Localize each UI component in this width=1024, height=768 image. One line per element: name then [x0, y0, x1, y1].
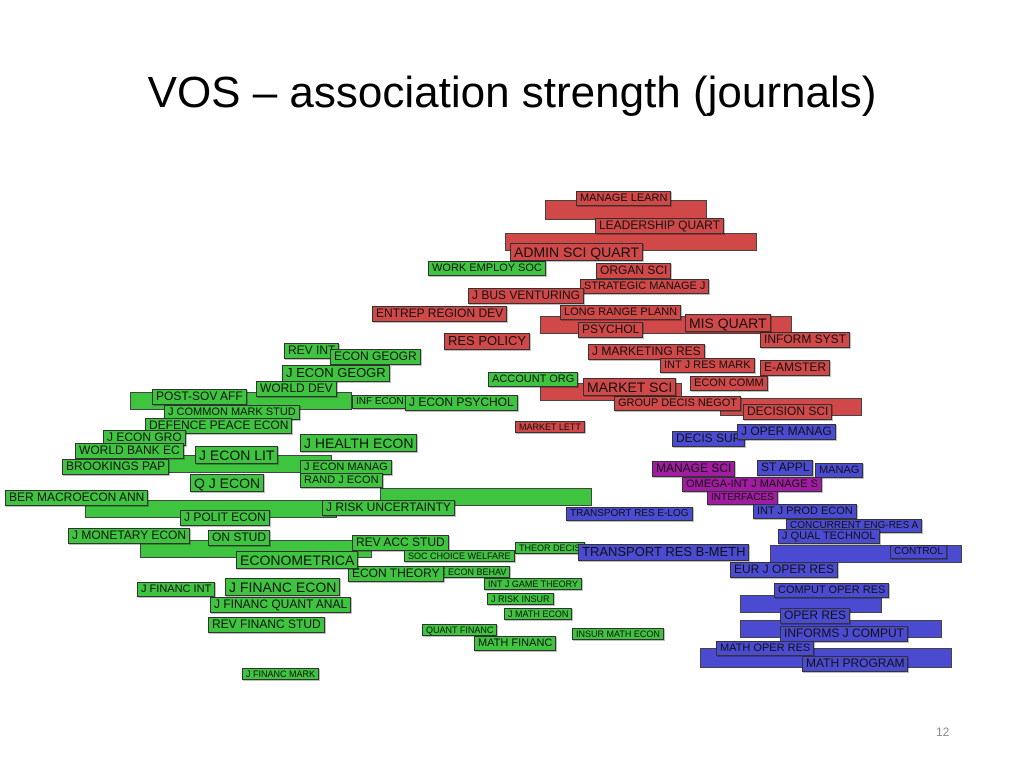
- journal-node: INTERFACES: [707, 491, 778, 505]
- journal-node: J ECON LIT: [195, 446, 279, 465]
- journal-node: J BUS VENTURING: [468, 288, 585, 304]
- journal-node: REV ACC STUD: [352, 535, 449, 551]
- slide-title: VOS – association strength (journals): [147, 68, 877, 117]
- journal-node: DECIS SUP: [672, 431, 745, 447]
- journal-node: LEADERSHIP QUART: [595, 218, 724, 234]
- journal-node: CONTROL: [890, 545, 947, 559]
- journal-node: E-AMSTER: [760, 360, 831, 376]
- journal-node: THEOR DECIS: [515, 542, 585, 555]
- journal-node: TRANSPORT RES E-LOG: [566, 507, 693, 521]
- journal-node: ME ECON BEHAV: [428, 566, 511, 579]
- journal-node: OPER RES: [780, 608, 851, 624]
- journal-node: OMEGA-INT J MANAGE S: [682, 477, 822, 492]
- journal-node: MARKET LETT: [515, 421, 585, 434]
- journal-node: J MONETARY ECON: [68, 528, 191, 544]
- journal-node: BER MACROECON ANN: [5, 490, 149, 506]
- journal-node: ADMIN SCI QUART: [510, 243, 643, 262]
- journal-node: ECONOMETRICA: [236, 551, 359, 570]
- page-number: 12: [936, 725, 950, 739]
- journal-node: DEFENCE PEACE ECON: [145, 418, 293, 434]
- journal-node: TRANSPORT RES B-METH: [578, 544, 750, 561]
- journal-node: MANAGE SCI: [652, 461, 736, 477]
- journal-node: REV FINANC STUD: [208, 617, 325, 633]
- journal-node: J RISK INSUR: [487, 593, 554, 606]
- journal-node: INFORMS J COMPUT: [780, 626, 908, 642]
- journal-node: EUR J OPER RES: [730, 562, 839, 578]
- journal-node: J ECON GEOGR: [282, 365, 390, 382]
- journal-node: MATH PROGRAM: [802, 656, 909, 672]
- journal-node: MATH FINANC: [474, 636, 557, 651]
- journal-node: MANAG: [815, 463, 864, 478]
- journal-node: DECISION SCI: [743, 404, 833, 420]
- journal-node: J QUAL TECHNOL: [778, 529, 880, 544]
- journal-node: J MATH ECON: [504, 608, 573, 621]
- journal-node: SOC CHOICE WELFARE: [404, 550, 515, 563]
- journal-node: J FINANC ECON: [225, 578, 341, 597]
- journal-node: INSUR MATH ECON: [572, 628, 664, 641]
- journal-node: ACCOUNT ORG: [488, 372, 579, 387]
- journal-node: PSYCHOL: [578, 322, 644, 338]
- journal-node: ENTREP REGION DEV: [372, 306, 508, 322]
- journal-node: J OPER MANAG: [737, 424, 836, 440]
- journal-node: J COMMON MARK STUD: [164, 405, 300, 420]
- journal-node: J RISK UNCERTAINTY: [322, 500, 455, 516]
- journal-node: Q J ECON: [190, 474, 265, 493]
- journal-node: LONG RANGE PLANN: [560, 305, 682, 320]
- journal-node: QUANT FINANC: [422, 624, 498, 637]
- journal-node: INT J PROD ECON: [753, 504, 857, 519]
- journal-node: J FINANC INT: [137, 582, 216, 597]
- journal-node: RAND J ECON: [300, 473, 383, 488]
- journal-node: WORK EMPLOY SOC: [428, 261, 546, 276]
- journal-node: J POLIT ECON: [180, 510, 270, 526]
- journal-node: GROUP DECIS NEGOT: [614, 396, 741, 411]
- journal-node: J MARKETING RES: [588, 344, 705, 360]
- journal-node: BROOKINGS PAP: [62, 459, 170, 475]
- journal-node: INT J RES MARK: [660, 358, 755, 373]
- journal-node: INF ECON: [352, 395, 408, 409]
- journal-node: ECON THEORY: [348, 566, 444, 582]
- journal-node: ECON COMM: [690, 376, 768, 391]
- journal-node: COMPUT OPER RES: [774, 583, 890, 598]
- journal-node: WORLD DEV: [256, 381, 337, 397]
- journal-node: STRATEGIC MANAGE J: [580, 279, 710, 294]
- journal-node: MATH OPER RES: [716, 641, 815, 656]
- journal-node: ON STUD: [208, 530, 270, 546]
- journal-node: J ECON PSYCHOL: [405, 395, 518, 411]
- journal-node: INT J GAME THEORY: [484, 578, 583, 591]
- journal-node: J HEALTH ECON: [300, 434, 418, 453]
- journal-node: MIS QUART: [685, 314, 771, 333]
- journal-node: J FINANC MARK: [242, 668, 320, 681]
- journal-node: RES POLICY: [444, 333, 531, 350]
- journal-node: WORLD BANK EC: [75, 443, 184, 459]
- journal-node: MANAGE LEARN: [576, 191, 672, 206]
- journal-node: INFORM SYST: [760, 332, 851, 348]
- journal-node: POST-SOV AFF: [152, 389, 247, 405]
- journal-node: ORGAN SCI: [596, 263, 672, 279]
- journal-node: MARKET SCI: [583, 378, 677, 397]
- journal-node: ST APPL: [757, 460, 814, 476]
- journal-node: ECON GEOGR: [330, 349, 421, 365]
- journal-node: J FINANC QUANT ANAL: [210, 597, 352, 613]
